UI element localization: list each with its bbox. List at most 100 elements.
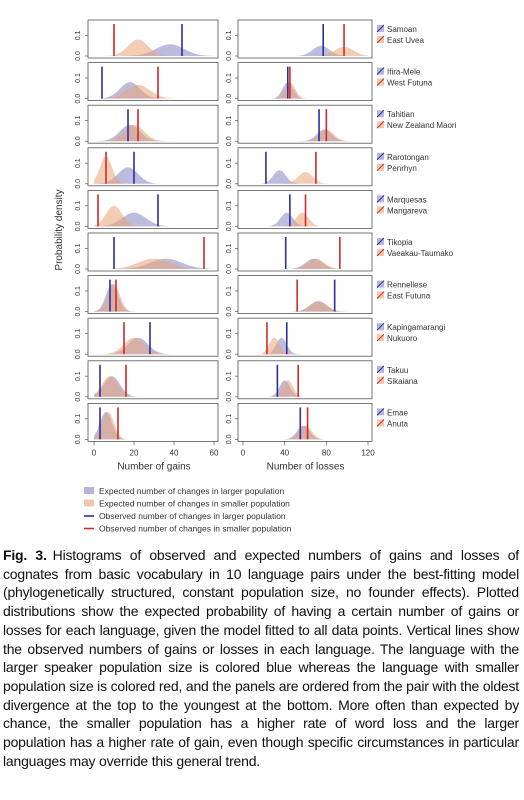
language-label: Tikopia — [387, 238, 413, 247]
x-tick-label: 60 — [210, 448, 219, 457]
legend-line — [376, 237, 385, 246]
panel-frame — [87, 317, 219, 357]
expected-density — [94, 44, 214, 56]
legend-line — [376, 206, 385, 214]
y-tick-label: 0.1 — [226, 30, 233, 40]
language-label: Kapingamarangi — [387, 323, 445, 332]
y-tick-label: 0.0 — [226, 51, 233, 61]
language-label: East Futuna — [387, 292, 431, 301]
panel-frame — [237, 402, 373, 442]
expected-density — [94, 376, 214, 397]
expected-density — [94, 124, 214, 142]
panel-frame — [87, 147, 219, 187]
legend-line — [376, 78, 385, 86]
y-tick-label: 0.0 — [75, 264, 82, 274]
y-tick-label: 0.1 — [226, 243, 233, 253]
caption-label: Fig. 3. — [3, 547, 47, 563]
x-tick-label: 40 — [280, 448, 289, 457]
x-axis-label: Number of gains — [117, 461, 190, 472]
language-label: Samoan — [387, 25, 417, 34]
x-axis-label: Number of losses — [267, 461, 345, 472]
panel-frame — [237, 360, 373, 400]
language-label: Mangareva — [387, 206, 428, 215]
x-tick-label: 0 — [241, 448, 246, 457]
y-tick-label: 0.0 — [226, 264, 233, 274]
x-tick-label: 0 — [92, 448, 97, 457]
legend-label: Expected number of changes in larger pop… — [99, 486, 285, 496]
y-tick-label: 0.1 — [226, 158, 233, 168]
y-axis-label: Probability density — [54, 189, 65, 270]
y-tick-label: 0.0 — [75, 349, 82, 359]
y-tick-label: 0.0 — [75, 392, 82, 402]
panel-frame — [237, 317, 373, 357]
y-tick-label: 0.0 — [226, 392, 233, 402]
x-tick-label: 80 — [322, 448, 331, 457]
y-tick-label: 0.1 — [75, 243, 82, 253]
language-label: East Uvea — [387, 36, 424, 45]
expected-density — [94, 124, 214, 142]
y-tick-label: 0.1 — [75, 158, 82, 168]
expected-density — [243, 380, 368, 397]
legend-line — [376, 365, 385, 374]
y-tick-label: 0.0 — [75, 136, 82, 146]
legend-line — [376, 376, 385, 385]
panel-frame — [87, 104, 219, 144]
panel-frame — [237, 275, 373, 315]
expected-density — [94, 337, 214, 355]
panel-frame — [87, 360, 219, 400]
expected-density — [243, 301, 368, 312]
legend-line — [376, 419, 385, 427]
caption: Fig. 3. Histograms of observed and expect… — [3, 546, 519, 770]
language-label: Vaeakau-Taumako — [387, 249, 454, 258]
y-tick-label: 0.0 — [75, 51, 82, 61]
y-tick-label: 0.1 — [75, 329, 82, 339]
panel-frame — [237, 19, 373, 59]
language-label: Sikaiana — [387, 377, 418, 386]
y-tick-label: 0.0 — [226, 94, 233, 104]
y-tick-label: 0.1 — [75, 371, 82, 381]
legend-line — [376, 333, 385, 342]
x-tick-label: 40 — [170, 448, 179, 457]
panel-frame — [237, 147, 373, 187]
legend-label: Observed number of changes in smaller po… — [99, 524, 292, 534]
legend-line — [376, 163, 385, 172]
panel-frame — [87, 19, 219, 59]
expected-density — [243, 129, 368, 142]
expected-density — [243, 172, 368, 184]
panel-frame — [87, 62, 219, 101]
legend-line — [376, 120, 385, 129]
y-tick-label: 0.0 — [226, 349, 233, 359]
y-tick-label: 0.1 — [226, 286, 233, 296]
language-label: New Zealand Maori — [387, 121, 457, 130]
x-tick-label: 120 — [361, 448, 375, 457]
y-tick-label: 0.0 — [226, 221, 233, 231]
y-tick-label: 0.0 — [75, 307, 82, 317]
y-tick-label: 0.0 — [75, 221, 82, 231]
panel-frame — [87, 189, 219, 229]
y-tick-label: 0.1 — [226, 371, 233, 381]
language-label: Takuu — [387, 366, 408, 375]
panel-frame — [237, 189, 373, 229]
language-label: Nukuoro — [387, 334, 418, 343]
expected-density — [243, 129, 368, 142]
expected-density — [94, 258, 214, 269]
y-tick-label: 0.0 — [75, 179, 82, 189]
y-tick-label: 0.0 — [226, 179, 233, 189]
language-label: Rennellese — [387, 281, 428, 290]
legend-swatch — [84, 487, 94, 494]
expected-density — [94, 167, 214, 184]
expected-density — [243, 82, 368, 99]
figure: Probability density 0.0 0.1 0.0 0.1 Samoan Ea… — [54, 19, 457, 534]
expected-density — [94, 156, 214, 184]
language-label: Penrhyn — [387, 164, 417, 173]
y-tick-label: 0.0 — [226, 307, 233, 317]
legend-line — [376, 195, 385, 203]
expected-density — [94, 39, 214, 56]
legend-line — [376, 322, 385, 331]
expected-density — [94, 376, 214, 397]
y-tick-label: 0.1 — [226, 201, 233, 211]
expected-density — [94, 205, 214, 227]
expected-density — [243, 258, 368, 269]
expected-density — [243, 46, 368, 56]
